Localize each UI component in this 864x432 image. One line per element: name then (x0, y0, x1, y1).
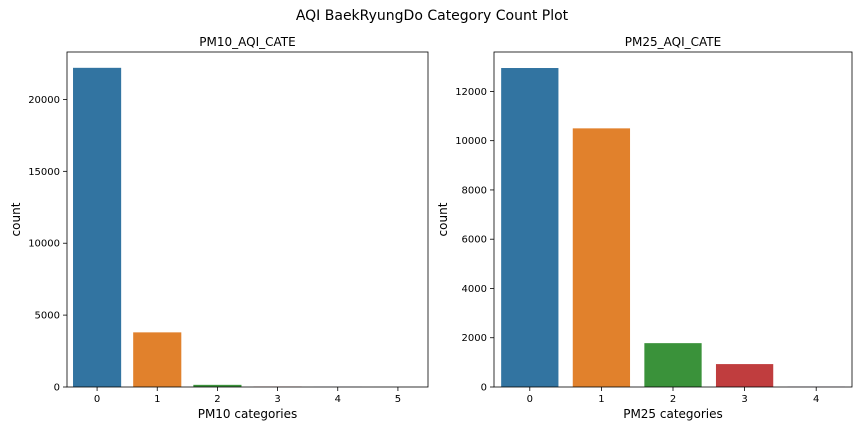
figure-suptitle: AQI BaekRyungDo Category Count Plot (296, 8, 569, 24)
pm25-bar-1 (572, 128, 631, 388)
pm25-xtick-label: 4 (813, 394, 819, 405)
pm10-xtick-label: 1 (154, 394, 160, 405)
pm10-xtick-label: 4 (335, 394, 341, 405)
pm10-bar-1 (133, 332, 182, 387)
pm10-ytick-label: 0 (54, 383, 60, 394)
pm25-ytick-label: 6000 (462, 235, 487, 246)
pm25-ytick-label: 4000 (462, 284, 487, 295)
pm25-bar-0 (501, 68, 559, 387)
pm25-ytick-label: 12000 (455, 87, 487, 98)
pm25-xtick-label: 1 (598, 394, 604, 405)
pm25-ylabel: count (436, 202, 450, 236)
pm10-ytick-label: 15000 (28, 167, 60, 178)
pm25-bar-3 (715, 364, 774, 387)
pm10-bar-0 (73, 67, 122, 387)
pm10-xtick-label: 3 (274, 394, 280, 405)
pm10-xlabel: PM10 categories (198, 407, 298, 421)
pm25-ytick-label: 10000 (455, 136, 487, 147)
pm25-ytick-label: 2000 (462, 333, 487, 344)
pm25-xtick-label: 0 (527, 394, 533, 405)
pm10-ylabel: count (9, 202, 23, 236)
pm10-xtick-label: 5 (395, 394, 401, 405)
pm25-xlabel: PM25 categories (623, 407, 723, 421)
pm25-bar-2 (644, 343, 702, 387)
pm10-bar-2 (193, 384, 242, 387)
pm10-xtick-label: 2 (214, 394, 220, 405)
pm10-xtick-label: 0 (94, 394, 100, 405)
pm10-title: PM10_AQI_CATE (199, 35, 295, 49)
pm25-xtick-label: 3 (741, 394, 747, 405)
pm25-ytick-label: 8000 (462, 185, 487, 196)
pm25-ytick-label: 0 (481, 383, 487, 394)
pm10-ytick-label: 10000 (28, 239, 60, 250)
pm10-ytick-label: 20000 (28, 95, 60, 106)
pm25-xtick-label: 2 (670, 394, 676, 405)
pm10-ytick-label: 5000 (35, 311, 60, 322)
pm10-chart: 0 5000 10000 15000 20000 0 1 2 3 4 5 PM10_AQI_CATE P… (9, 35, 429, 421)
pm25-title: PM25_AQI_CATE (625, 35, 721, 49)
pm10-axes-frame (66, 51, 429, 388)
pm25-chart: 0 2000 4000 6000 8000 10000 12000 0 1 2 3 4 PM25_AQI… (436, 35, 853, 421)
